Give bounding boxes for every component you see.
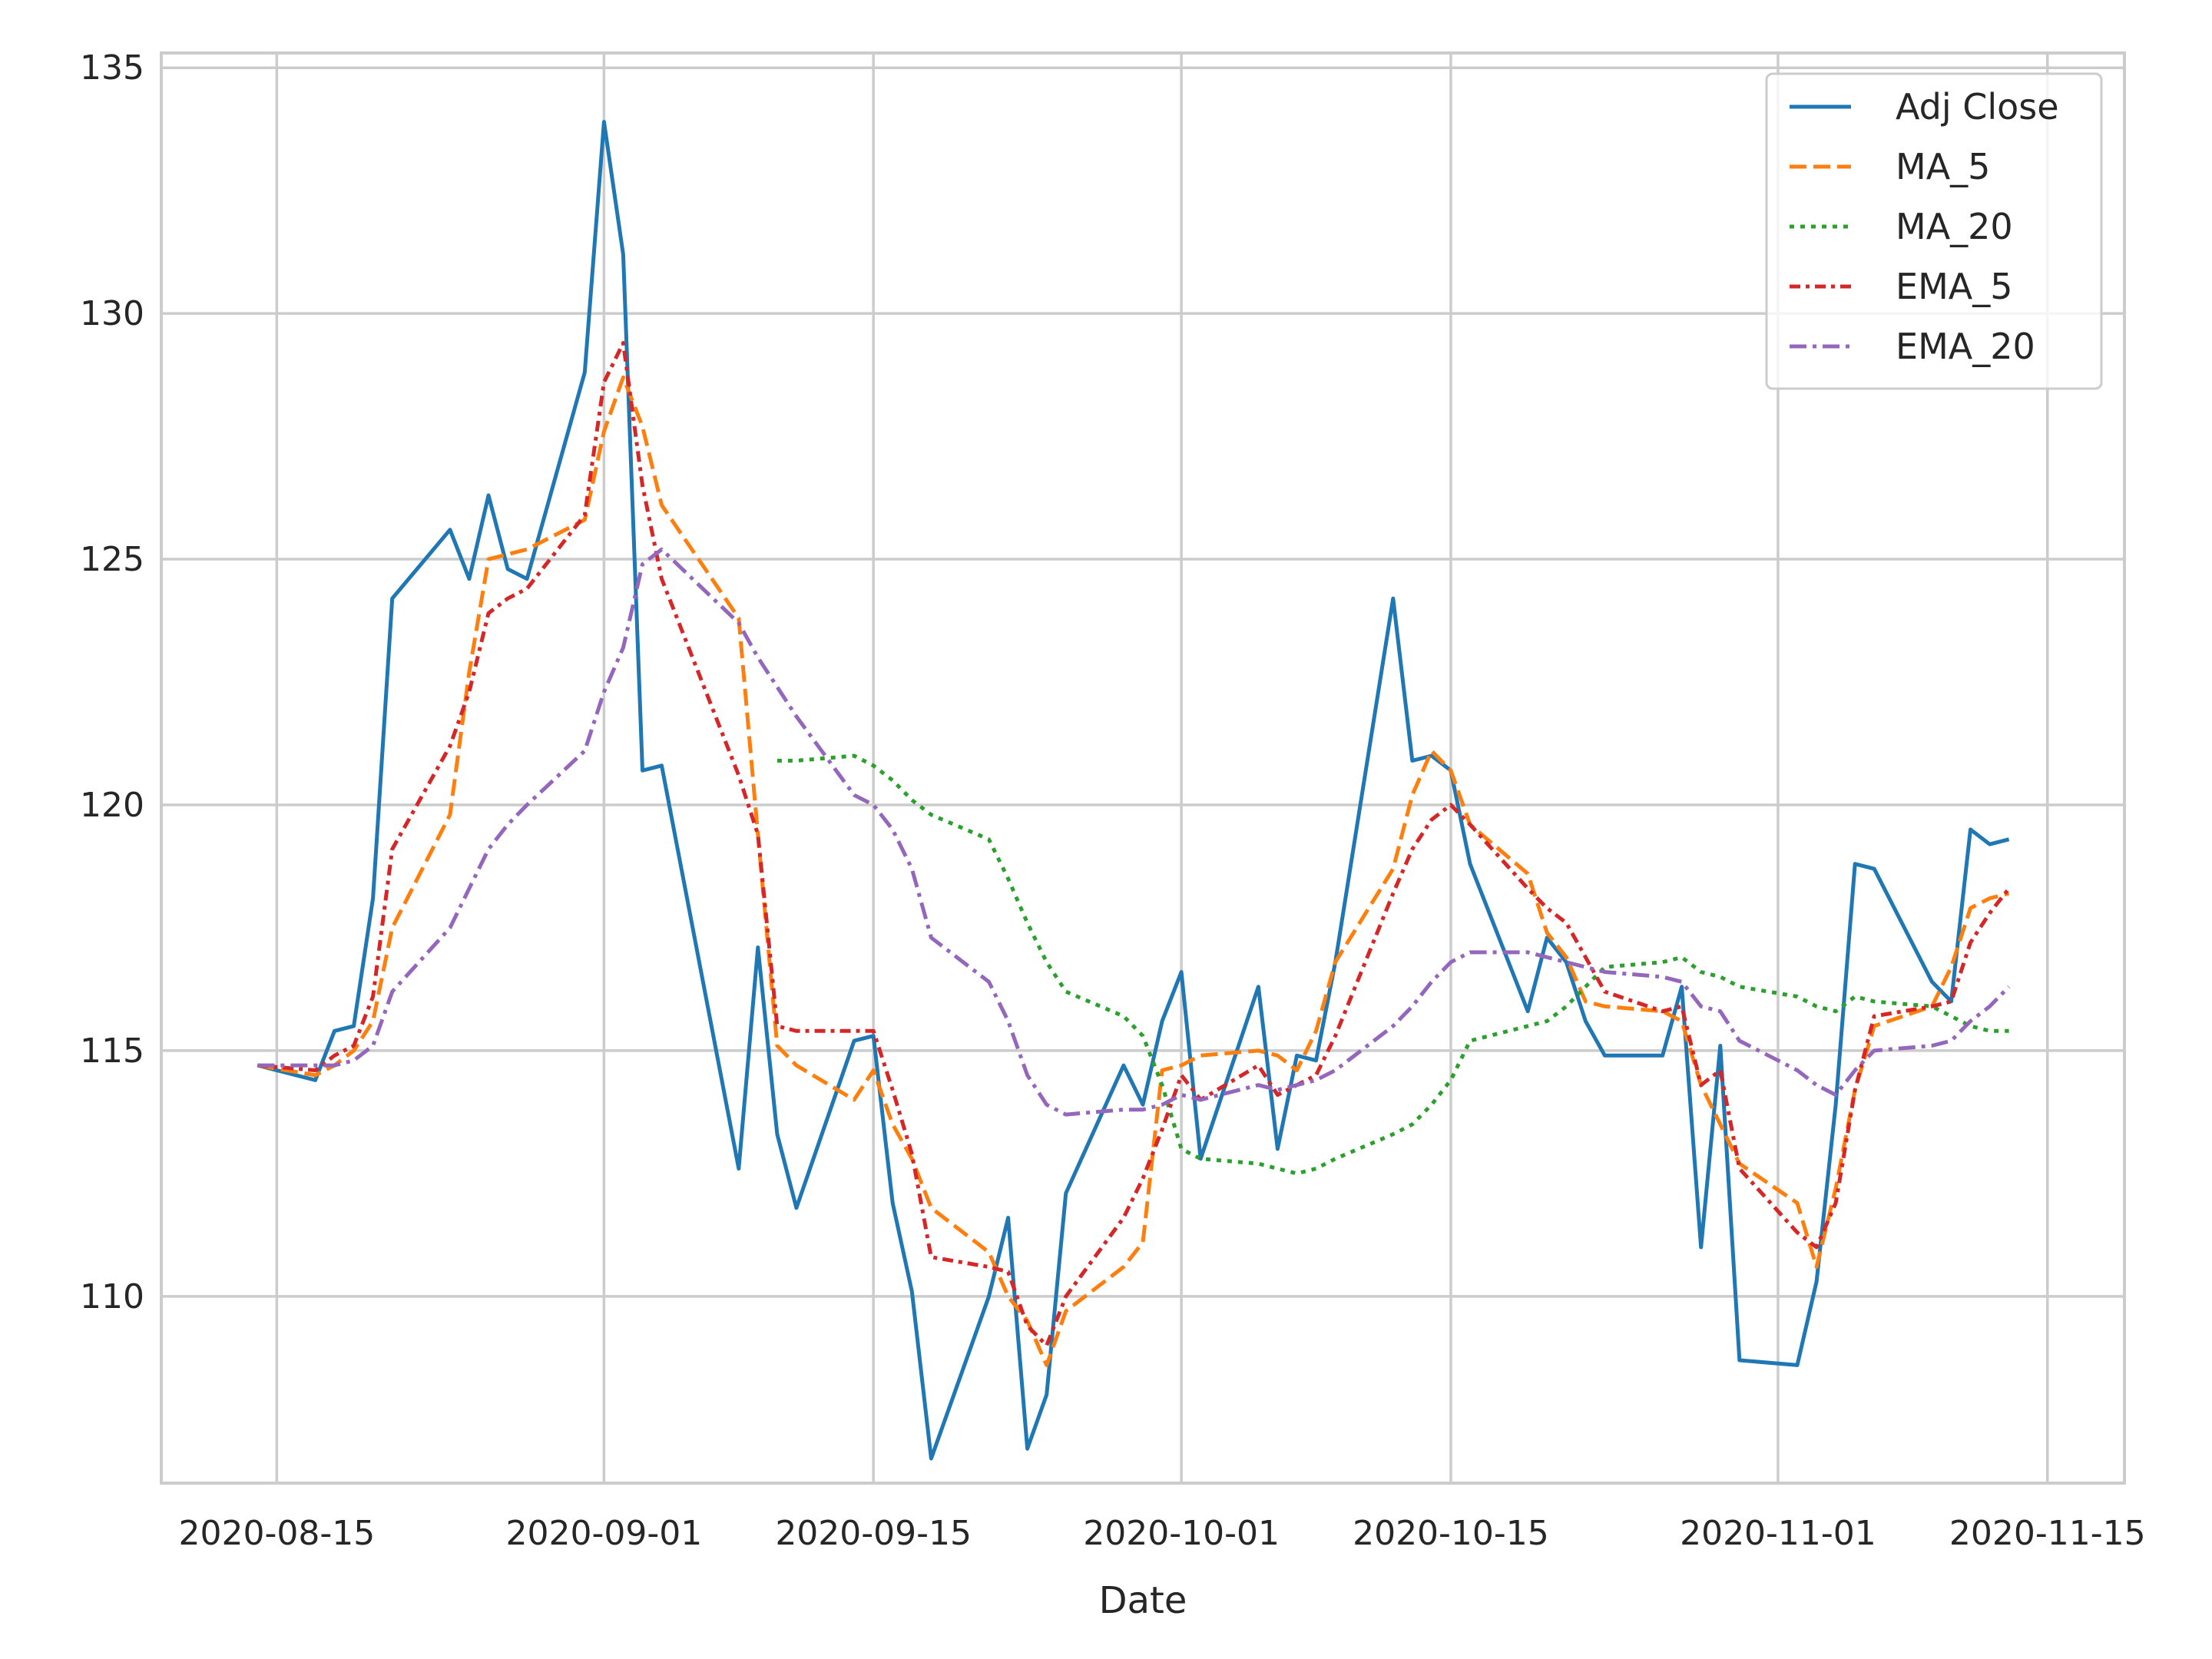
y-tick-label: 120 <box>80 786 144 825</box>
series-line-ema-5 <box>257 341 2011 1348</box>
series-line-ma-5 <box>257 375 2010 1367</box>
x-tick-label: 2020-11-01 <box>1680 1514 1876 1553</box>
legend-items: Adj Close MA_5 MA_20 EMA_5 EMA_20 <box>1790 86 2059 367</box>
legend-label-ema-20: EMA_20 <box>1896 326 2035 367</box>
x-tick-label: 2020-09-15 <box>775 1514 972 1553</box>
y-tick-label: 115 <box>80 1031 144 1071</box>
y-tick-label: 125 <box>80 540 144 579</box>
x-axis-title: Date <box>1099 1579 1187 1622</box>
y-tick-label: 130 <box>80 294 144 333</box>
y-tick-label: 110 <box>80 1277 144 1316</box>
x-tick-label: 2020-09-01 <box>505 1514 702 1553</box>
series-line-ma-20 <box>777 753 2009 1176</box>
x-tick-label: 2020-08-15 <box>178 1514 375 1553</box>
x-tick-label: 2020-10-15 <box>1353 1514 1549 1553</box>
legend-label-ma-20: MA_20 <box>1896 206 2013 247</box>
legend-label-ma-5: MA_5 <box>1896 146 1990 187</box>
series-line-ema-20 <box>257 547 2011 1117</box>
plot-frame <box>160 51 2126 1485</box>
x-axis-ticks: 2020-08-15 2020-09-01 2020-09-15 2020-10-01… <box>178 1514 2145 1553</box>
legend-label-adj-close: Adj Close <box>1896 86 2059 127</box>
x-tick-label: 2020-10-01 <box>1083 1514 1280 1553</box>
series-line-adj-close <box>257 120 2010 1461</box>
legend-label-ema-5: EMA_5 <box>1896 266 2013 307</box>
y-tick-label: 135 <box>80 48 144 88</box>
x-tick-label: 2020-11-15 <box>1949 1514 2146 1553</box>
y-axis-ticks: 110 115 120 125 130 135 <box>80 48 144 1316</box>
legend: Adj Close MA_5 MA_20 EMA_5 EMA_20 <box>1765 72 2103 390</box>
series-group <box>257 120 2011 1461</box>
legend-box <box>1765 72 2103 390</box>
